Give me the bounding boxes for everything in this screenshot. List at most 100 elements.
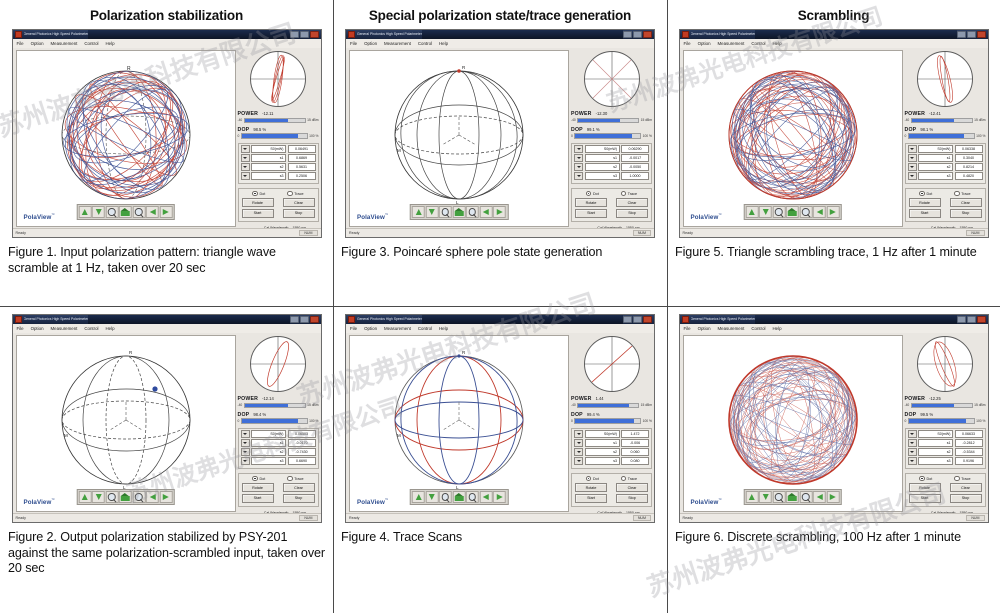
zoom-out-button[interactable] [105,206,119,218]
polarimeter-window-4[interactable]: General Photonics High Speed Polarimeter… [345,314,655,523]
maximize-button[interactable] [299,31,309,38]
menu-help[interactable]: Help [439,40,449,46]
dot-mode-radio[interactable]: Dot [252,475,265,482]
home-view-button[interactable] [118,206,132,218]
stokes-dropdown-button[interactable] [240,172,250,181]
rotate-right-button[interactable] [826,206,840,218]
close-button[interactable] [976,316,986,323]
rotate-up-button[interactable] [78,491,92,503]
minimize-button[interactable] [623,316,632,323]
stokes-dropdown-button[interactable] [240,163,250,172]
dot-mode-radio[interactable]: Dot [919,475,932,482]
poincare-canvas-3[interactable]: R M L PolaView™ [349,50,569,227]
view-nav-toolbar[interactable] [743,204,842,220]
zoom-in-button[interactable] [132,491,146,503]
minimize-button[interactable] [956,31,966,38]
start-button[interactable]: Start [575,208,607,218]
rotate-left-button[interactable] [145,491,159,503]
stokes-dropdown-button[interactable] [574,154,583,163]
zoom-in-button[interactable] [799,491,813,503]
poincare-canvas-1[interactable]: R PolaView™ [15,50,236,227]
dot-mode-radio[interactable]: Dot [919,190,932,197]
menu-help[interactable]: Help [105,325,115,331]
rotate-left-button[interactable] [479,206,493,218]
menu-option[interactable]: Option [364,40,378,46]
poincare-canvas-6[interactable]: PolaView™ [682,335,903,512]
zoom-out-button[interactable] [772,206,786,218]
rotate-button[interactable]: Rotate [908,483,941,493]
menu-file[interactable]: File [350,325,358,331]
home-view-button[interactable] [118,491,132,503]
menu-file[interactable]: File [350,40,358,46]
rotate-down-button[interactable] [425,491,439,503]
rotate-down-button[interactable] [91,206,105,218]
stop-button[interactable]: Stop [282,208,315,218]
menu-control[interactable]: Control [751,325,766,331]
minimize-button[interactable] [956,316,966,323]
rotate-button[interactable]: Rotate [575,483,607,493]
rotate-down-button[interactable] [758,206,772,218]
rotate-right-button[interactable] [159,206,173,218]
stokes-dropdown-button[interactable] [907,172,917,181]
trace-mode-radio[interactable]: Trace [287,475,304,482]
trace-mode-radio[interactable]: Trace [620,475,637,482]
rotate-down-button[interactable] [758,491,772,503]
stokes-dropdown-button[interactable] [240,154,250,163]
rotate-left-button[interactable] [479,491,493,503]
menu-measurement[interactable]: Measurement [50,40,78,46]
stop-button[interactable]: Stop [949,208,982,218]
menu-option[interactable]: Option [30,325,44,331]
rotate-up-button[interactable] [411,491,425,503]
home-view-button[interactable] [452,206,466,218]
zoom-out-button[interactable] [438,206,452,218]
menu-help[interactable]: Help [772,325,782,331]
view-nav-toolbar[interactable] [409,204,509,220]
trace-mode-radio[interactable]: Trace [287,190,304,197]
stokes-dropdown-button[interactable] [240,457,250,466]
zoom-in-button[interactable] [132,206,146,218]
clear-button[interactable]: Clear [616,198,648,208]
stokes-dropdown-button[interactable] [907,154,917,163]
menu-measurement[interactable]: Measurement [717,325,745,331]
close-button[interactable] [976,31,986,38]
menu-help[interactable]: Help [772,40,782,46]
stop-button[interactable]: Stop [949,493,982,503]
maximize-button[interactable] [633,31,642,38]
polarimeter-window-1[interactable]: General Photonics High Speed Polarimeter… [11,29,322,238]
zoom-in-button[interactable] [465,206,479,218]
menu-control[interactable]: Control [417,40,433,46]
close-button[interactable] [643,31,652,38]
poincare-canvas-2[interactable]: R M L PolaView™ [15,335,236,512]
minimize-button[interactable] [289,31,299,38]
rotate-right-button[interactable] [826,491,840,503]
stokes-dropdown-button[interactable] [574,457,583,466]
zoom-out-button[interactable] [105,491,119,503]
stokes-dropdown-button[interactable] [907,457,917,466]
menu-help[interactable]: Help [105,40,115,46]
zoom-in-button[interactable] [465,491,479,503]
rotate-right-button[interactable] [492,206,506,218]
stokes-dropdown-button[interactable] [574,439,583,448]
minimize-button[interactable] [289,316,299,323]
stokes-dropdown-button[interactable] [240,430,250,439]
rotate-right-button[interactable] [159,491,173,503]
dot-mode-radio[interactable]: Dot [585,475,599,482]
zoom-out-button[interactable] [438,491,452,503]
stop-button[interactable]: Stop [282,493,315,503]
stokes-dropdown-button[interactable] [907,430,917,439]
rotate-up-button[interactable] [745,206,759,218]
menu-option[interactable]: Option [697,325,711,331]
zoom-out-button[interactable] [772,491,786,503]
rotate-button[interactable]: Rotate [575,198,607,208]
clear-button[interactable]: Clear [282,198,315,208]
maximize-button[interactable] [966,316,976,323]
menu-control[interactable]: Control [417,325,433,331]
trace-mode-radio[interactable]: Trace [620,190,637,197]
stokes-dropdown-button[interactable] [907,439,917,448]
menu-measurement[interactable]: Measurement [384,40,411,46]
polarimeter-window-2[interactable]: General Photonics High Speed Polarimeter… [11,314,322,523]
stokes-dropdown-button[interactable] [574,145,583,154]
home-view-button[interactable] [785,206,799,218]
stokes-dropdown-button[interactable] [240,439,250,448]
rotate-up-button[interactable] [411,206,425,218]
